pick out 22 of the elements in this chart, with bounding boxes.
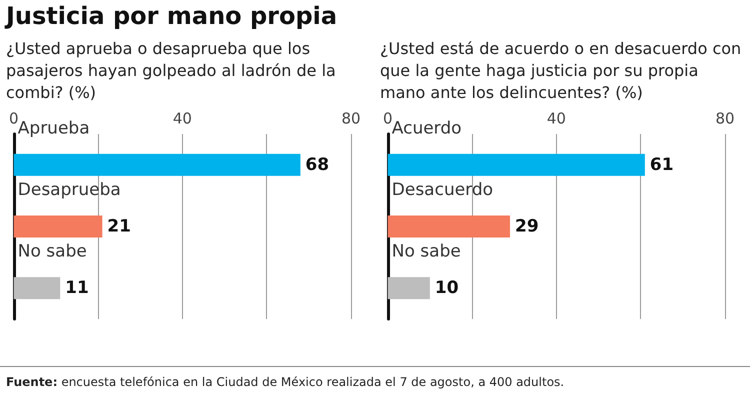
x-tick-label: 40 <box>546 110 566 128</box>
x-tick-label: 40 <box>172 110 192 128</box>
chart-subtitle: ¿Usted aprueba o desaprueba que los pasajeros hayan golpeado al ladrón de la combi? (%) <box>6 38 337 104</box>
x-tick-label: 80 <box>715 110 735 128</box>
y-tick-label: No sabe <box>392 242 461 262</box>
data-label: 10 <box>434 278 459 298</box>
x-tick-label: 0 <box>9 110 19 128</box>
x-tick-label: 0 <box>383 110 393 128</box>
y-tick-label: Acuerdo <box>392 118 462 138</box>
data-label: 21 <box>107 216 131 236</box>
data-label: 29 <box>515 216 539 236</box>
chart-title: Justicia por mano propia <box>6 2 338 30</box>
data-label: 11 <box>65 278 89 298</box>
y-tick-label: Aprueba <box>18 118 90 138</box>
chart-subtitle: ¿Usted está de acuerdo o en desacuerdo con que la gente haga justicia por su propia mano ante los delincuentes? (%) <box>380 38 742 104</box>
x-tick-label: 80 <box>341 110 361 128</box>
source-note: Fuente: encuesta telefónica en la Ciudad de México realizada el 7 de agosto, a 400 adultos. <box>0 366 750 389</box>
data-label: 68 <box>305 154 330 175</box>
data-label: 61 <box>650 154 674 175</box>
y-tick-label: Desacuerdo <box>392 180 494 200</box>
y-tick-label: Desaprueba <box>18 180 121 200</box>
y-tick-label: No sabe <box>18 242 87 262</box>
